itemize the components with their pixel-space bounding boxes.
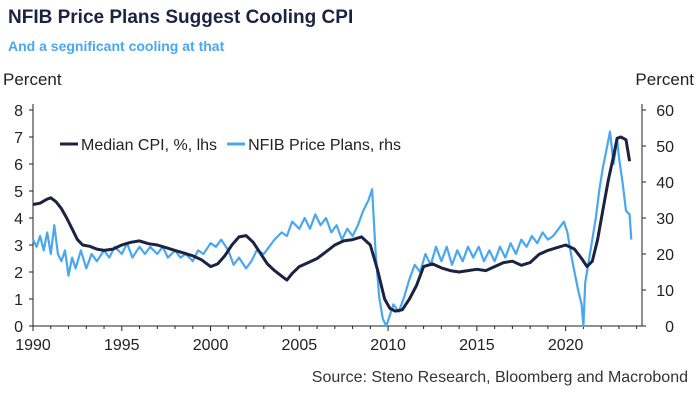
x-axis-tick-label: 2020 — [548, 337, 584, 354]
median-cpi-line — [32, 135, 632, 313]
right-axis-tick-label: 40 — [656, 175, 674, 192]
chart-title: NFIB Price Plans Suggest Cooling CPI — [8, 7, 354, 28]
left-axis-tick-label: 1 — [14, 292, 23, 309]
left-axis-tick-label: 8 — [14, 103, 23, 120]
x-axis-tick-label: 1995 — [104, 337, 140, 354]
x-axis-tick-label: 2010 — [370, 337, 406, 354]
left-axis-tick-label: 2 — [14, 265, 23, 282]
x-axis-tick-label: 2000 — [193, 337, 229, 354]
x-axis-tick-label: 2005 — [282, 337, 318, 354]
source-note: Source: Steno Research, Bloomberg and Ma… — [311, 369, 688, 386]
x-axis-tick-label: 2015 — [459, 337, 495, 354]
right-axis-tick-label: 60 — [656, 103, 674, 120]
right-axis-tick-label: 10 — [656, 283, 674, 300]
chart-subtitle: And a segnificant cooling at that — [8, 38, 225, 54]
x-axis-tick-label: 1990 — [15, 337, 51, 354]
left-axis-unit: Percent — [3, 70, 62, 89]
left-axis-tick-label: 0 — [14, 319, 23, 336]
right-axis-tick-label: 0 — [665, 319, 674, 336]
left-axis-tick-label: 7 — [14, 130, 23, 147]
left-axis-tick-label: 6 — [14, 157, 23, 174]
right-axis-tick-label: 30 — [656, 211, 674, 228]
right-axis-unit: Percent — [635, 70, 694, 89]
left-axis-tick-label: 5 — [14, 184, 23, 201]
legend-median-cpi-label: Median CPI, %, lhs — [81, 137, 217, 154]
nfib-price-plans-line — [32, 130, 633, 328]
legend-nfib-price-plans-label: NFIB Price Plans, rhs — [248, 137, 401, 154]
right-axis-tick-label: 50 — [656, 139, 674, 156]
left-axis-tick-label: 4 — [14, 211, 23, 228]
right-axis-tick-label: 20 — [656, 247, 674, 264]
left-axis-tick-label: 3 — [14, 238, 23, 255]
